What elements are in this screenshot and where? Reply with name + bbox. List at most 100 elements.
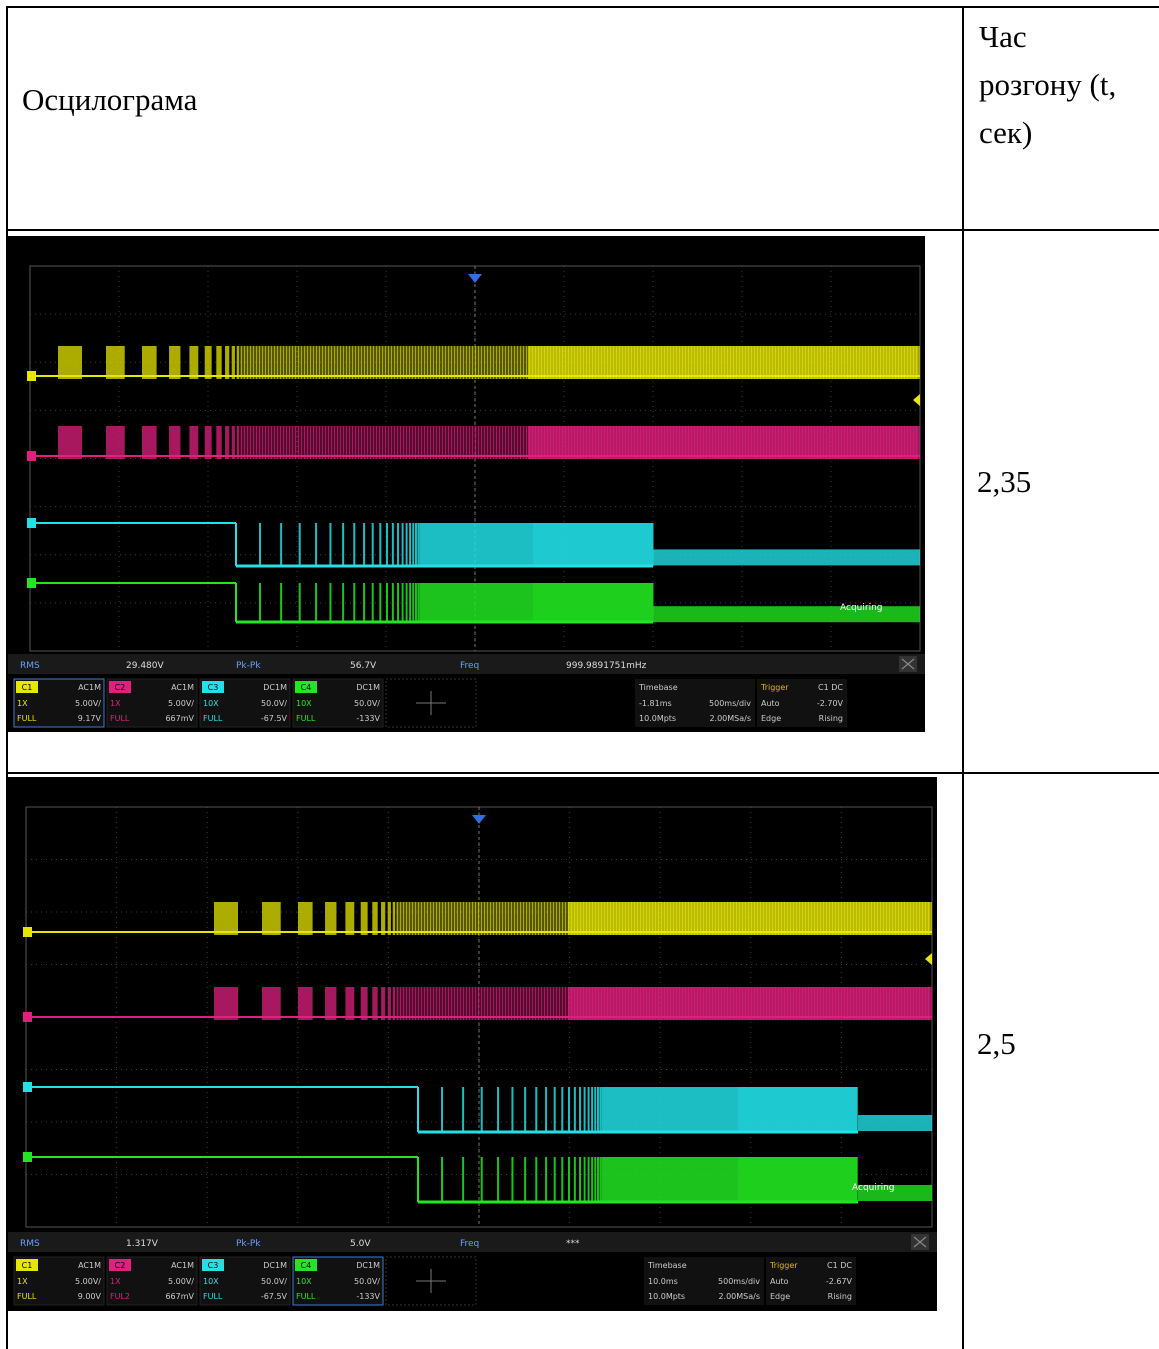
- channel-id: C2: [115, 1261, 126, 1270]
- channel-probe: 1X: [17, 1277, 28, 1286]
- add-channel-box: [385, 678, 477, 728]
- trigger-label: Trigger: [769, 1261, 798, 1270]
- measure-freq-label: Freq: [460, 661, 479, 671]
- add-icon: [416, 1269, 446, 1293]
- measure-rms-label: RMS: [20, 1239, 40, 1249]
- acquisition-status: Acquiring: [852, 1183, 894, 1193]
- channel-bandwidth: FULL: [110, 714, 130, 723]
- trigger-source: C1 DC: [827, 1261, 852, 1270]
- channel-coupling: DC1M: [263, 683, 287, 692]
- oscilloscope-screenshot-2: Acquiring RMS 1.317V Pk-Pk 5.0V Freq *** C1 AC1M…: [8, 777, 937, 1311]
- channel-probe: 10X: [296, 699, 312, 708]
- measure-pkpk-label: Pk-Pk: [236, 1239, 261, 1249]
- trigger-level-icon: [925, 953, 932, 965]
- timebase-box: Timebase -1.81ms 500ms/div 10.0Mpts 2.00MSa/…: [635, 679, 755, 727]
- timebase-mpts: 10.0Mpts: [648, 1292, 685, 1301]
- channel-bandwidth: FULL: [17, 1292, 37, 1301]
- oscilloscope-screenshot-1: Acquiring RMS 29.480V Pk-Pk 56.7V Freq 999.989…: [8, 236, 925, 732]
- timebase-rate: 2.00MSa/s: [718, 1292, 760, 1301]
- timebase-div: 500ms/div: [718, 1277, 760, 1286]
- channel-scale: 5.00V/: [168, 699, 194, 708]
- close-icon: [913, 1236, 927, 1248]
- channel-offset: -133V: [356, 1292, 380, 1301]
- timebase-label: Timebase: [638, 683, 678, 692]
- channel-scale: 50.0V/: [354, 1277, 380, 1286]
- channel-offset: 667mV: [165, 1292, 194, 1301]
- trigger-mode: Auto: [770, 1277, 789, 1286]
- trigger-mode: Auto: [761, 699, 780, 708]
- channel-2-trace: [26, 987, 932, 1020]
- channel-bandwidth: FULL: [203, 714, 223, 723]
- oscilloscope-display-1: Acquiring RMS 29.480V Pk-Pk 56.7V Freq 999.989…: [8, 236, 925, 732]
- timebase-div: 500ms/div: [709, 699, 751, 708]
- timebase-box: Timebase 10.0ms 500ms/div 10.0Mpts 2.00MSa/s: [644, 1257, 764, 1305]
- add-channel-box: [385, 1256, 477, 1306]
- trigger-position-icon: [472, 815, 486, 824]
- channel-marker-c1: [23, 927, 32, 937]
- measure-pkpk-value: 56.7V: [350, 661, 377, 671]
- table-border-left: [6, 6, 8, 774]
- channel-scale: 5.00V/: [75, 699, 101, 708]
- channel-bandwidth: FUL2: [110, 1292, 130, 1301]
- channel-id: C1: [22, 683, 33, 692]
- channel-4-trace: [26, 1156, 932, 1204]
- channel-marker-c1: [27, 371, 36, 381]
- header-oscillogram: Осцилограма: [22, 82, 198, 117]
- channel-3-trace: [26, 1086, 932, 1134]
- channel-marker-c3: [27, 518, 36, 528]
- channel-coupling: AC1M: [171, 1261, 194, 1270]
- timebase-mpts: 10.0Mpts: [639, 714, 676, 723]
- measure-freq-label: Freq: [460, 1239, 479, 1249]
- channel-probe: 1X: [110, 1277, 121, 1286]
- timebase-delay: 10.0ms: [648, 1277, 678, 1286]
- channel-offset: 9.00V: [78, 1292, 102, 1301]
- measure-pkpk-label: Pk-Pk: [236, 661, 261, 671]
- channel-scale: 50.0V/: [261, 1277, 287, 1286]
- measure-freq-value: ***: [566, 1239, 580, 1249]
- channel-bandwidth: FULL: [296, 714, 316, 723]
- channel-id: C3: [208, 1261, 219, 1270]
- measure-freq-value: 999.9891751mHz: [566, 661, 647, 671]
- trigger-level-icon: [913, 394, 920, 406]
- timebase-rate: 2.00MSa/s: [709, 714, 751, 723]
- table-border-top: [6, 6, 1159, 8]
- row-2-time-value: 2,5: [977, 1026, 1016, 1061]
- measure-rms-value: 29.480V: [126, 661, 164, 671]
- channel-coupling: AC1M: [171, 683, 194, 692]
- channel-probe: 10X: [203, 699, 219, 708]
- channel-bandwidth: FULL: [203, 1292, 223, 1301]
- trigger-box: Trigger C1 DC Auto -2.70V Edge Rising: [757, 679, 847, 727]
- channel-id: C4: [301, 1261, 312, 1270]
- close-icon: [901, 658, 915, 670]
- scope-background: [8, 236, 925, 732]
- channel-coupling: DC1M: [263, 1261, 287, 1270]
- channel-offset: 9.17V: [78, 714, 102, 723]
- channel-3-trace: [30, 522, 920, 568]
- oscilloscope-display-2: Acquiring RMS 1.317V Pk-Pk 5.0V Freq *** C1 AC1M…: [8, 777, 937, 1311]
- channel-scale: 50.0V/: [261, 699, 287, 708]
- channel-coupling: AC1M: [78, 683, 101, 692]
- channel-info-c1: C1 AC1M 1X 5.00V/FULL 9.00V: [13, 1256, 105, 1306]
- channel-scale: 5.00V/: [168, 1277, 194, 1286]
- channel-info-c3: C3 DC1M 10X 50.0V/FULL -67.5V: [199, 1256, 291, 1306]
- channel-bandwidth: FULL: [296, 1292, 316, 1301]
- channel-probe: 10X: [296, 1277, 312, 1286]
- trigger-type: Edge: [770, 1292, 790, 1301]
- table-row-divider-2: [6, 772, 1159, 774]
- trigger-type: Edge: [761, 714, 781, 723]
- measure-rms-value: 1.317V: [126, 1239, 159, 1249]
- measure-rms-label: RMS: [20, 661, 40, 671]
- trigger-level: -2.67V: [826, 1277, 853, 1286]
- channel-probe: 10X: [203, 1277, 219, 1286]
- trigger-level: -2.70V: [817, 699, 844, 708]
- channel-coupling: DC1M: [356, 1261, 380, 1270]
- channel-info-c4: C4 DC1M 10X 50.0V/FULL -133V: [292, 678, 384, 728]
- trigger-source: C1 DC: [818, 683, 843, 692]
- channel-offset: -67.5V: [261, 714, 288, 723]
- trigger-position-icon: [468, 274, 482, 283]
- channel-offset: -133V: [356, 714, 380, 723]
- header-time-line-1: Час: [979, 19, 1027, 54]
- channel-info-c4: C4 DC1M 10X 50.0V/FULL -133V: [292, 1256, 384, 1306]
- channel-scale: 50.0V/: [354, 699, 380, 708]
